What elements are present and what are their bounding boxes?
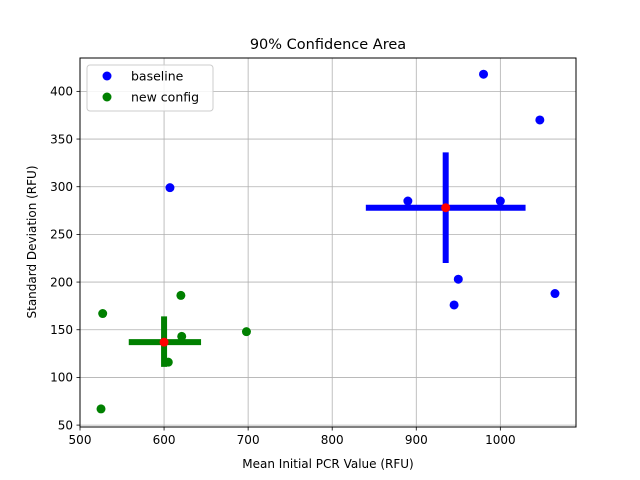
mean-point-baseline bbox=[441, 203, 451, 213]
y-tick-label: 50 bbox=[58, 418, 73, 432]
y-axis-label: Standard Deviation (RFU) bbox=[25, 165, 39, 318]
x-tick-label: 700 bbox=[237, 433, 260, 447]
point-new-config bbox=[98, 309, 108, 319]
data-points bbox=[96, 69, 560, 414]
point-baseline bbox=[550, 289, 560, 299]
y-tick-label: 250 bbox=[50, 228, 73, 242]
point-baseline bbox=[479, 69, 489, 79]
legend: baseline new config bbox=[86, 64, 214, 112]
y-tick-label: 400 bbox=[50, 85, 73, 99]
y-tick-label: 200 bbox=[50, 275, 73, 289]
point-new-config bbox=[241, 327, 251, 337]
point-baseline bbox=[165, 183, 175, 193]
mean-point-new-config bbox=[159, 337, 169, 347]
point-new-config bbox=[163, 357, 173, 367]
legend-marker-baseline bbox=[102, 71, 112, 81]
x-axis-label: Mean Initial PCR Value (RFU) bbox=[242, 457, 413, 471]
point-new-config bbox=[96, 404, 106, 414]
point-baseline bbox=[453, 274, 463, 284]
x-tick-label: 500 bbox=[69, 433, 92, 447]
chart-title: 90% Confidence Area bbox=[250, 37, 406, 53]
x-tick-label: 1000 bbox=[485, 433, 516, 447]
plot-frame bbox=[79, 57, 577, 428]
x-tick-label: 600 bbox=[153, 433, 176, 447]
y-tick-label: 350 bbox=[50, 132, 73, 146]
point-new-config bbox=[177, 331, 187, 341]
legend-label-new-config: new config bbox=[131, 90, 199, 105]
mean-markers bbox=[159, 203, 451, 347]
x-tick-label: 800 bbox=[321, 433, 344, 447]
point-baseline bbox=[535, 115, 545, 125]
point-baseline bbox=[449, 300, 459, 310]
point-baseline bbox=[403, 196, 413, 206]
point-new-config bbox=[176, 290, 186, 300]
point-baseline bbox=[495, 196, 505, 206]
y-tick-label: 100 bbox=[50, 371, 73, 385]
x-tick-label: 900 bbox=[405, 433, 428, 447]
y-axis-ticks: 50 100 150 200 250 300 350 400 bbox=[50, 85, 80, 432]
legend-box bbox=[86, 64, 214, 112]
legend-marker-new-config bbox=[102, 92, 112, 102]
y-tick-label: 150 bbox=[50, 323, 73, 337]
x-axis-ticks: 500 600 700 800 900 1000 bbox=[69, 427, 516, 447]
legend-label-baseline: baseline bbox=[131, 69, 184, 84]
y-tick-label: 300 bbox=[50, 180, 73, 194]
